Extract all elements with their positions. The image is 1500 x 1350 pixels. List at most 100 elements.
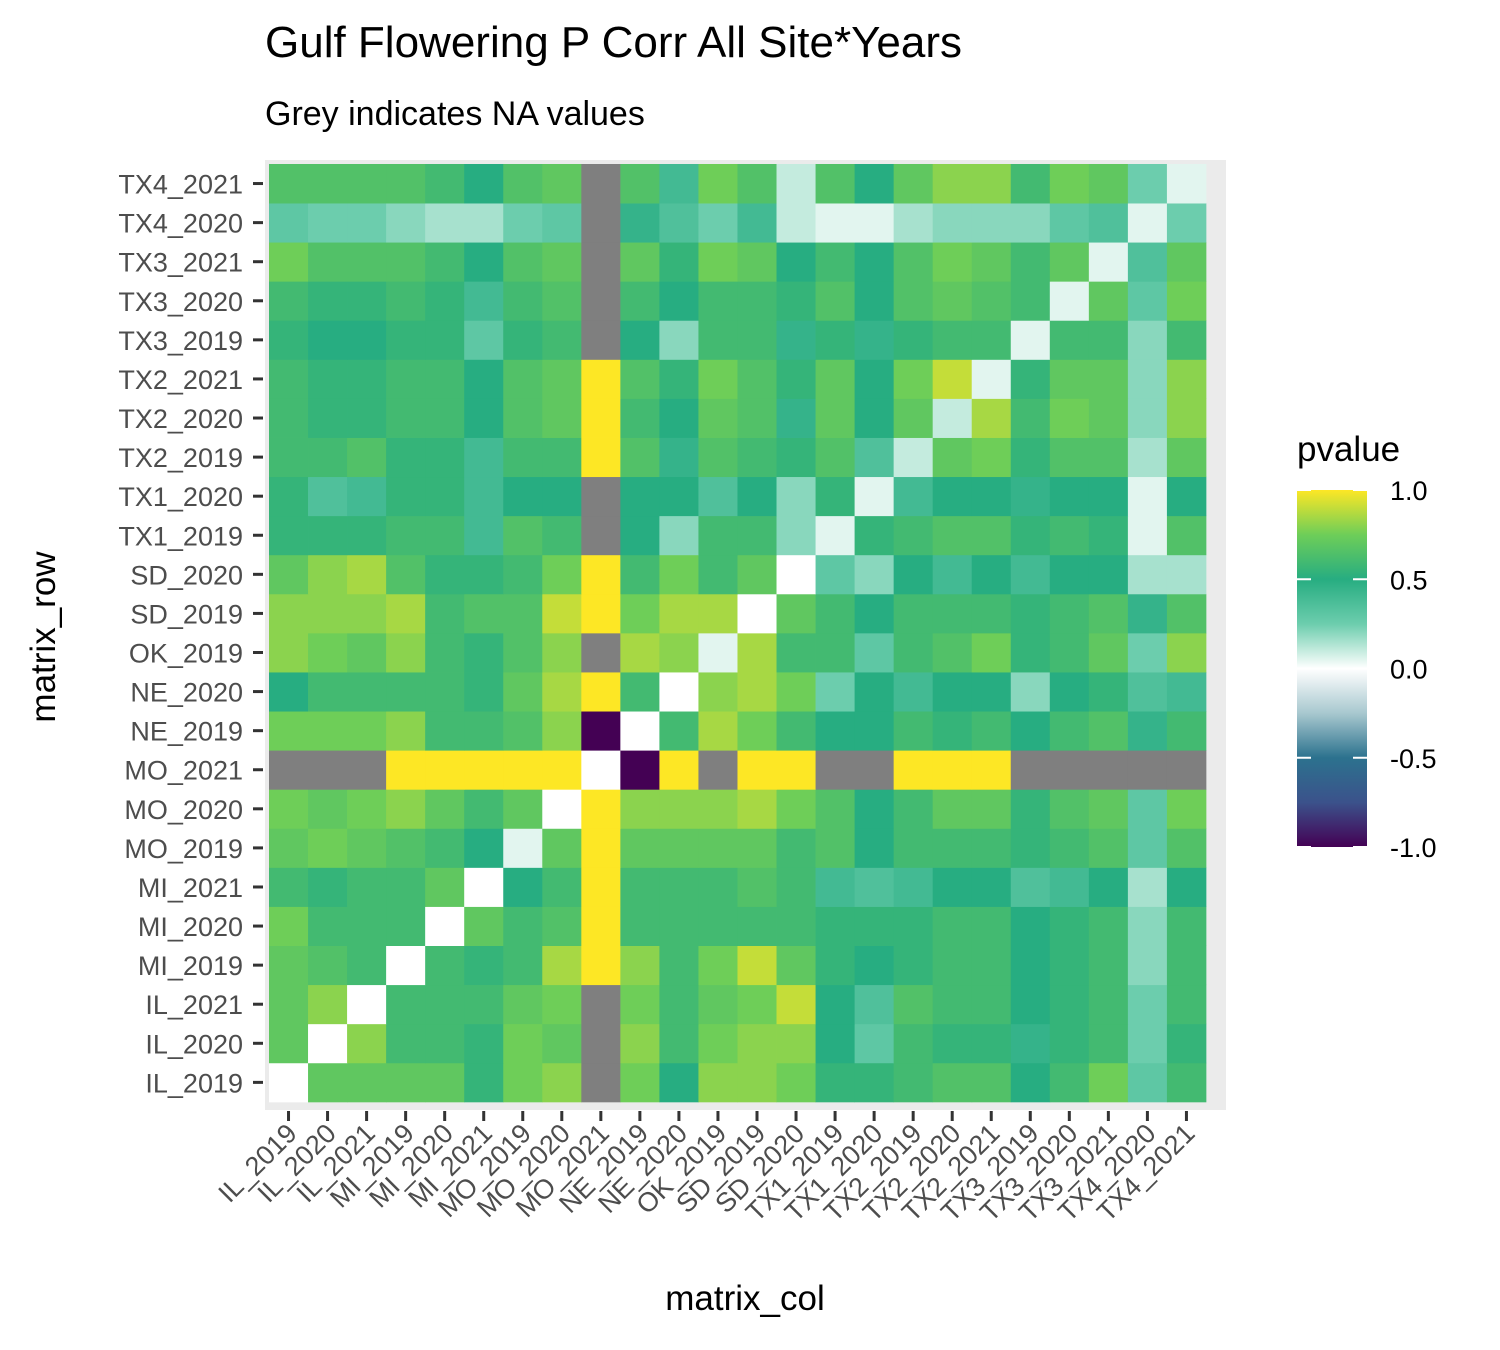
heatmap-cell-TX2_2019-MI_2021 bbox=[464, 437, 504, 478]
heatmap-cell-IL_2019-MO_2021 bbox=[581, 1062, 621, 1103]
heatmap-cell-MO_2021-MI_2021 bbox=[464, 750, 504, 790]
heatmap-cell-NE_2019-TX3_2019 bbox=[1010, 711, 1051, 751]
y-tick-label: MO_2021 bbox=[124, 756, 243, 786]
heatmap-cell-MO_2019-TX2_2020 bbox=[932, 828, 973, 868]
heatmap-cell-IL_2021-TX2_2020 bbox=[932, 984, 973, 1025]
heatmap-cell-TX1_2020-TX4_2021 bbox=[1166, 476, 1207, 517]
heatmap-cell-SD_2019-MO_2020 bbox=[542, 593, 582, 634]
heatmap-cell-MI_2021-TX2_2020 bbox=[932, 867, 973, 907]
heatmap-cell-NE_2019-IL_2020 bbox=[308, 711, 348, 751]
heatmap-cell-TX3_2019-MO_2019 bbox=[503, 320, 543, 360]
heatmap-cell-MI_2019-SD_2019 bbox=[737, 945, 777, 986]
heatmap-cell-NE_2020-MI_2021 bbox=[464, 672, 504, 712]
heatmap-cell-MI_2020-MI_2021 bbox=[464, 906, 504, 946]
heatmap-cell-IL_2021-TX4_2020 bbox=[1127, 984, 1168, 1025]
heatmap-cell-IL_2019-SD_2020 bbox=[776, 1062, 816, 1103]
heatmap-cell-TX4_2021-TX4_2021 bbox=[1166, 164, 1207, 204]
heatmap-cell-TX3_2019-IL_2020 bbox=[308, 320, 348, 360]
heatmap-cell-TX4_2020-MO_2019 bbox=[503, 203, 543, 243]
heatmap-cell-TX4_2020-TX2_2021 bbox=[971, 203, 1012, 243]
heatmap-cell-IL_2021-SD_2019 bbox=[737, 984, 777, 1025]
heatmap-cell-TX3_2020-TX1_2019 bbox=[815, 281, 855, 321]
heatmap-cell-TX2_2019-IL_2020 bbox=[308, 437, 348, 478]
heatmap-cell-MI_2020-OK_2019 bbox=[698, 906, 738, 946]
heatmap-cell-TX3_2020-SD_2019 bbox=[737, 281, 777, 321]
heatmap-cell-MI_2019-SD_2020 bbox=[776, 945, 816, 986]
heatmap-cell-NE_2019-MI_2021 bbox=[464, 711, 504, 751]
heatmap-cell-MI_2019-TX4_2021 bbox=[1166, 945, 1207, 986]
heatmap-cell-NE_2020-IL_2021 bbox=[347, 672, 387, 712]
heatmap-cell-TX3_2019-SD_2019 bbox=[737, 320, 777, 360]
heatmap-cell-TX4_2020-MI_2021 bbox=[464, 203, 504, 243]
heatmap-cell-TX3_2020-TX1_2020 bbox=[854, 281, 895, 321]
heatmap-cell-TX1_2019-TX3_2021 bbox=[1088, 515, 1129, 556]
heatmap-cell-TX2_2019-TX2_2020 bbox=[932, 437, 973, 478]
heatmap-cell-TX2_2019-SD_2020 bbox=[776, 437, 816, 478]
heatmap-cell-TX3_2019-TX4_2021 bbox=[1166, 320, 1207, 360]
heatmap-cell-TX3_2021-MI_2021 bbox=[464, 242, 504, 282]
heatmap-cell-TX1_2020-IL_2019 bbox=[269, 476, 309, 517]
heatmap-cell-TX3_2019-MO_2020 bbox=[542, 320, 582, 360]
heatmap-cell-MI_2020-TX2_2019 bbox=[893, 906, 934, 946]
heatmap-cell-IL_2020-TX2_2020 bbox=[932, 1023, 973, 1064]
heatmap-cell-MI_2019-TX1_2020 bbox=[854, 945, 895, 986]
heatmap-cell-NE_2020-TX3_2020 bbox=[1049, 672, 1090, 712]
heatmap-cell-TX4_2020-OK_2019 bbox=[698, 203, 738, 243]
heatmap-cell-IL_2020-SD_2019 bbox=[737, 1023, 777, 1064]
heatmap-cell-TX2_2020-NE_2019 bbox=[620, 398, 660, 438]
heatmap-cell-MO_2019-OK_2019 bbox=[698, 828, 738, 868]
heatmap-cell-NE_2020-TX4_2021 bbox=[1166, 672, 1207, 712]
heatmap-cell-TX2_2020-MI_2020 bbox=[425, 398, 465, 438]
heatmap-cell-IL_2021-TX2_2019 bbox=[893, 984, 934, 1025]
heatmap-cell-TX3_2021-TX2_2019 bbox=[893, 242, 934, 282]
heatmap-cell-IL_2021-OK_2019 bbox=[698, 984, 738, 1025]
heatmap-cell-MI_2020-IL_2020 bbox=[308, 906, 348, 946]
heatmap-cell-TX1_2019-MI_2019 bbox=[386, 515, 426, 556]
heatmap-cell-MI_2021-TX3_2020 bbox=[1049, 867, 1090, 907]
heatmap-cell-IL_2019-TX3_2021 bbox=[1088, 1062, 1129, 1103]
heatmap-cell-SD_2019-TX2_2019 bbox=[893, 593, 934, 634]
heatmap-cell-TX3_2021-TX2_2021 bbox=[971, 242, 1012, 282]
heatmap-cell-IL_2019-MO_2019 bbox=[503, 1062, 543, 1103]
heatmap-cell-SD_2019-MO_2021 bbox=[581, 593, 621, 634]
heatmap-cell-MI_2021-TX1_2020 bbox=[854, 867, 895, 907]
heatmap-cell-TX4_2020-NE_2019 bbox=[620, 203, 660, 243]
heatmap-cell-TX2_2021-NE_2020 bbox=[659, 359, 699, 399]
heatmap-cell-TX3_2020-IL_2019 bbox=[269, 281, 309, 321]
heatmap-cell-MI_2021-IL_2020 bbox=[308, 867, 348, 907]
heatmap-cell-TX1_2019-TX4_2020 bbox=[1127, 515, 1168, 556]
heatmap-cell-TX1_2019-NE_2020 bbox=[659, 515, 699, 556]
heatmap-cell-MO_2020-TX3_2020 bbox=[1049, 789, 1090, 829]
heatmap-cell-TX4_2020-MI_2020 bbox=[425, 203, 465, 243]
heatmap-cell-NE_2020-MO_2020 bbox=[542, 672, 582, 712]
heatmap-cell-MO_2021-TX3_2021 bbox=[1088, 750, 1129, 790]
heatmap-cell-TX3_2020-TX3_2021 bbox=[1088, 281, 1129, 321]
heatmap-cell-IL_2020-IL_2021 bbox=[347, 1023, 387, 1064]
heatmap-cell-TX1_2019-IL_2020 bbox=[308, 515, 348, 556]
heatmap-cell-IL_2019-SD_2019 bbox=[737, 1062, 777, 1103]
heatmap-cell-TX4_2021-SD_2020 bbox=[776, 164, 816, 204]
heatmap-cell-IL_2021-TX4_2021 bbox=[1166, 984, 1207, 1025]
heatmap-cell-IL_2020-MI_2019 bbox=[386, 1023, 426, 1064]
heatmap-cell-IL_2020-SD_2020 bbox=[776, 1023, 816, 1064]
heatmap-cell-NE_2019-MO_2021 bbox=[581, 711, 621, 751]
heatmap-cell-IL_2021-NE_2020 bbox=[659, 984, 699, 1025]
heatmap-cell-MO_2020-IL_2019 bbox=[269, 789, 309, 829]
heatmap-cell-TX1_2019-TX2_2021 bbox=[971, 515, 1012, 556]
heatmap-cell-TX1_2019-MI_2020 bbox=[425, 515, 465, 556]
heatmap-cell-MI_2020-TX2_2020 bbox=[932, 906, 973, 946]
heatmap-cell-TX2_2020-MO_2020 bbox=[542, 398, 582, 438]
heatmap-cell-OK_2019-TX2_2021 bbox=[971, 632, 1012, 673]
heatmap-cell-IL_2019-IL_2020 bbox=[308, 1062, 348, 1103]
heatmap-cell-NE_2019-SD_2019 bbox=[737, 711, 777, 751]
heatmap-cell-TX1_2019-TX4_2021 bbox=[1166, 515, 1207, 556]
heatmap-cell-TX2_2019-IL_2019 bbox=[269, 437, 309, 478]
heatmap-cell-TX2_2020-MI_2021 bbox=[464, 398, 504, 438]
heatmap-cell-MI_2020-TX3_2019 bbox=[1010, 906, 1051, 946]
heatmap-cell-OK_2019-TX1_2020 bbox=[854, 632, 895, 673]
heatmap-cell-IL_2020-MO_2019 bbox=[503, 1023, 543, 1064]
heatmap-cell-TX4_2020-TX4_2021 bbox=[1166, 203, 1207, 243]
heatmap-cell-TX3_2021-MO_2021 bbox=[581, 242, 621, 282]
y-tick-label: IL_2020 bbox=[145, 1029, 243, 1059]
heatmap-cell-TX4_2021-TX3_2019 bbox=[1010, 164, 1051, 204]
